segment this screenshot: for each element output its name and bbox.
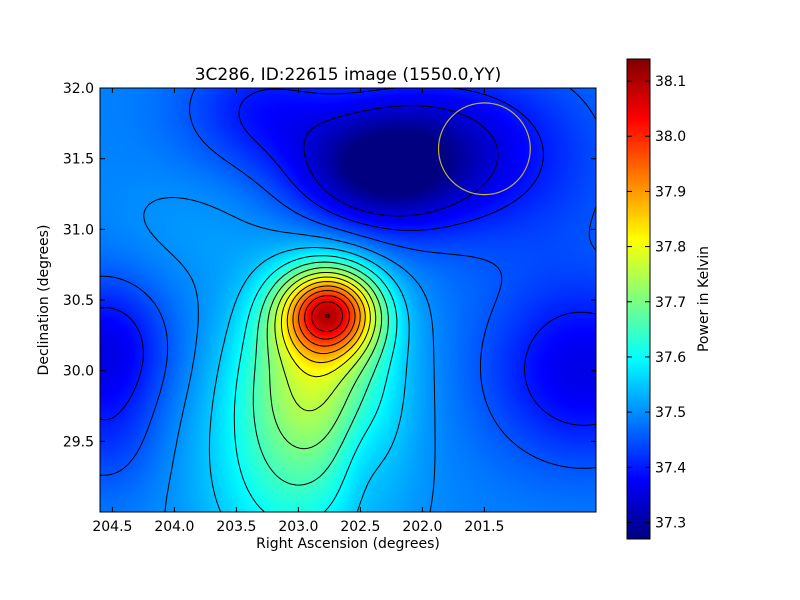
colorbar-tick-label-6: 37.9 bbox=[655, 184, 686, 200]
colorbar-tick-label-5: 37.8 bbox=[655, 240, 686, 256]
heatmap-raster bbox=[100, 88, 596, 512]
chart-title: 3C286, ID:22615 image (1550.0,YY) bbox=[195, 65, 502, 85]
x-tick-label-3: 203.0 bbox=[278, 519, 318, 535]
contour-lines bbox=[99, 87, 597, 513]
x-axis-ticks: 204.5 204.0 203.5 203.0 202.5 202.0 201.5 bbox=[92, 88, 504, 535]
y-axis-label: Declination (degrees) bbox=[36, 225, 52, 376]
colorbar-label: Power in Kelvin bbox=[696, 246, 712, 352]
x-tick-label-2: 203.5 bbox=[216, 519, 256, 535]
contour-line-13 bbox=[304, 295, 350, 340]
contour-line-7 bbox=[266, 267, 383, 450]
colorbar-tick-label-2: 37.5 bbox=[655, 405, 686, 421]
colorbar-tick-label-3: 37.6 bbox=[655, 350, 686, 366]
contour-line-11 bbox=[292, 285, 361, 355]
contour-line-6 bbox=[252, 261, 389, 486]
contour-line-4 bbox=[208, 247, 410, 513]
colorbar-raster bbox=[627, 59, 650, 539]
x-tick-label-4: 202.5 bbox=[340, 519, 380, 535]
colorbar: 37.3 37.4 37.5 37.6 37.7 37.8 37.9 38.0 38.1 Pow… bbox=[626, 58, 712, 540]
contour-line-15 bbox=[324, 313, 330, 319]
y-tick-label-4: 31.5 bbox=[63, 152, 94, 168]
contour-line-14 bbox=[311, 301, 344, 332]
colorbar-tick-label-0: 37.3 bbox=[655, 515, 686, 531]
heatmap-plot bbox=[99, 87, 597, 513]
contour-line-8 bbox=[274, 272, 377, 412]
contour-line-0 bbox=[303, 105, 499, 217]
colorbar-tick-label-8: 38.1 bbox=[655, 74, 686, 90]
y-axis-ticks: 29.5 30.0 30.5 31.0 31.5 32.0 bbox=[63, 81, 596, 450]
x-tick-label-1: 204.0 bbox=[154, 519, 194, 535]
y-tick-label-3: 31.0 bbox=[63, 222, 94, 238]
colorbar-tick-label-4: 37.7 bbox=[655, 295, 686, 311]
colorbar-tick-label-7: 38.0 bbox=[655, 129, 686, 145]
y-tick-label-1: 30.0 bbox=[63, 364, 94, 380]
x-tick-label-0: 204.5 bbox=[92, 519, 132, 535]
y-tick-label-2: 30.5 bbox=[63, 293, 94, 309]
contour-line-10 bbox=[286, 281, 366, 364]
contour-line-9 bbox=[280, 276, 371, 378]
beam-circle bbox=[437, 102, 531, 196]
contour-line-12 bbox=[298, 290, 356, 347]
x-axis-label: Right Ascension (degrees) bbox=[256, 536, 440, 552]
contour-line-1 bbox=[99, 87, 597, 426]
contour-line-5 bbox=[233, 255, 398, 513]
y-tick-label-5: 32.0 bbox=[63, 81, 94, 97]
colorbar-frame bbox=[626, 58, 651, 540]
x-tick-label-5: 202.0 bbox=[402, 519, 442, 535]
colorbar-tick-label-1: 37.4 bbox=[655, 460, 686, 476]
y-tick-label-0: 29.5 bbox=[63, 434, 94, 450]
x-tick-label-6: 201.5 bbox=[464, 519, 504, 535]
colorbar-ticks: 37.3 37.4 37.5 37.6 37.7 37.8 37.9 38.0 38.1 bbox=[627, 74, 686, 531]
contour-line-3 bbox=[143, 197, 436, 513]
